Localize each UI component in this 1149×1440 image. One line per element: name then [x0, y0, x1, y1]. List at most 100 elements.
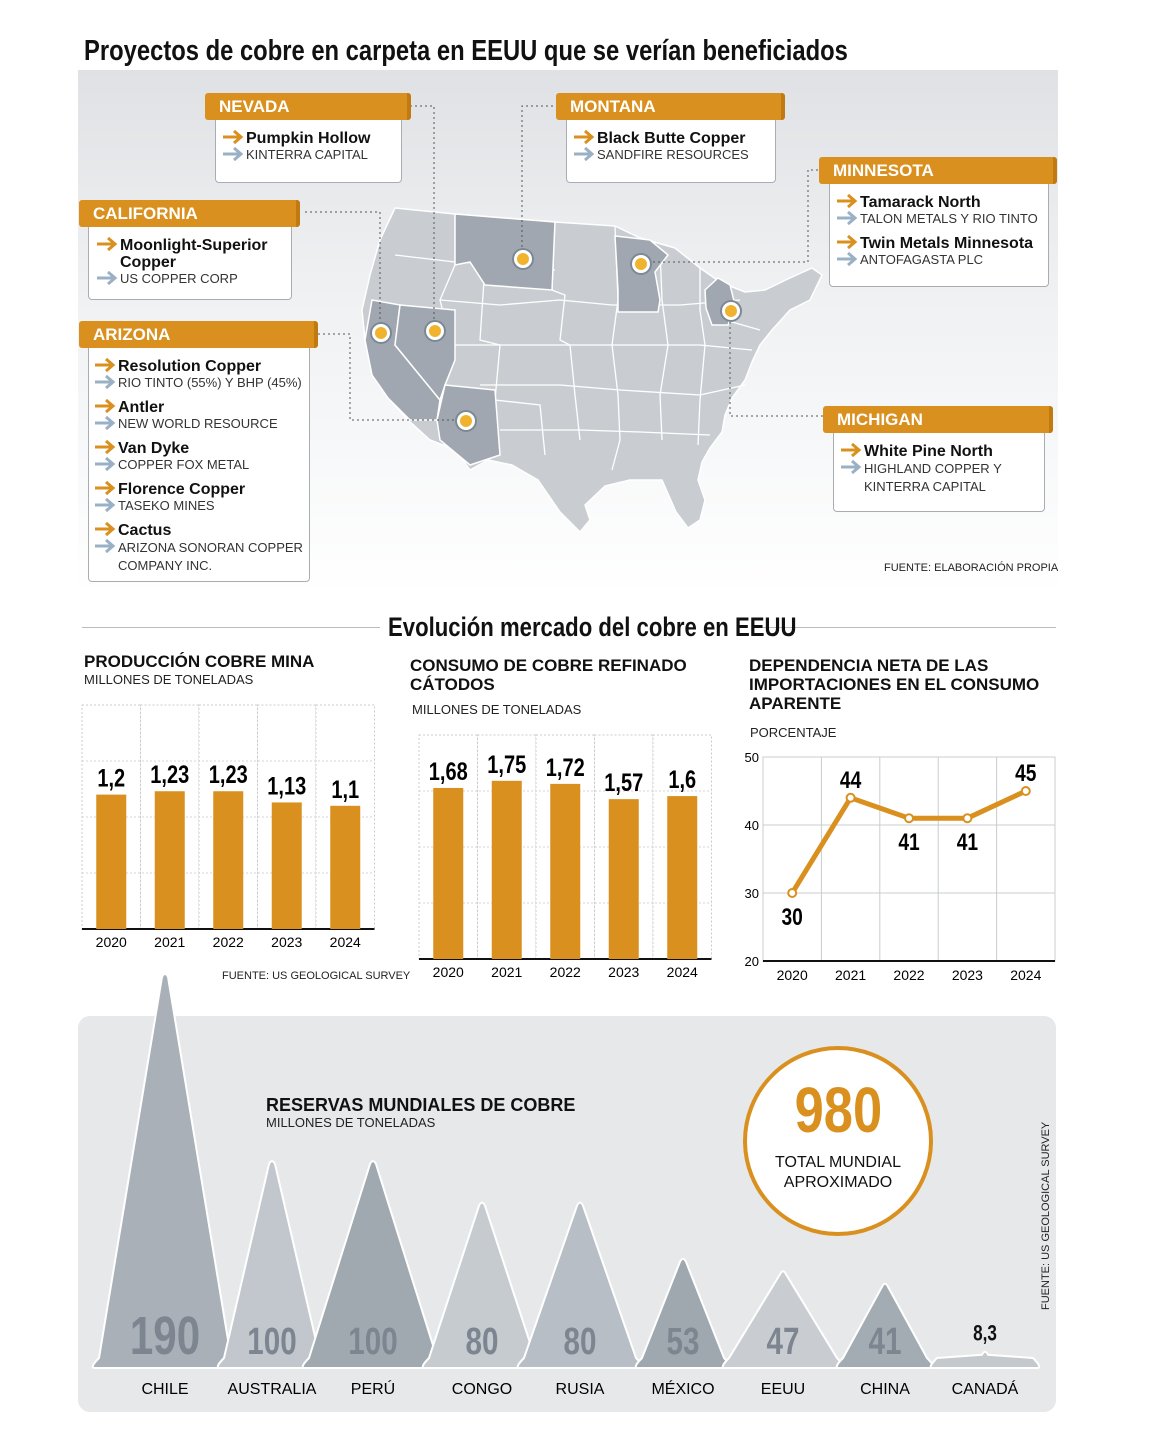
- country-label: PERÚ: [351, 1379, 395, 1398]
- x-tick-label: 2021: [835, 967, 866, 983]
- bar-value-label: 1,1: [331, 776, 359, 804]
- point-value-label: 45: [1015, 759, 1036, 787]
- y-tick-label: 50: [745, 750, 759, 765]
- import-dependency-line-chart: 20 30 40 50 30 2020 44 2021 41 2022 41 2023 45 2024: [745, 750, 1056, 983]
- country-label: EEUU: [761, 1381, 805, 1398]
- chart3-title: DEPENDENCIA NETA DE LAS IMPORTACIONES EN…: [749, 656, 1040, 713]
- country-label: AUSTRALIA: [228, 1381, 317, 1398]
- callout-minnesota: [829, 172, 1049, 287]
- section-rule-left: [82, 627, 380, 628]
- bar: [330, 805, 361, 929]
- data-point: [787, 888, 798, 898]
- x-tick-label: 2023: [608, 964, 639, 980]
- arrow-icon: [841, 460, 862, 474]
- bar: [608, 799, 639, 959]
- project-company: COPPER FOX METAL: [118, 457, 250, 472]
- country-label: CHILE: [141, 1381, 188, 1398]
- project-list-montana: Black Butte Copper SANDFIRE RESOURCES: [573, 130, 749, 163]
- project-company: RIO TINTO (55%) Y BHP (45%): [118, 375, 302, 390]
- chart2-subtitle: MILLONES DE TONELADAS: [412, 702, 582, 717]
- x-tick-label: 2022: [893, 967, 924, 983]
- x-tick-label: 2024: [330, 934, 361, 950]
- project-name: Black Butte Copper: [597, 130, 746, 147]
- project-company: TALON METALS Y RIO TINTO: [860, 211, 1038, 226]
- x-tick-label: 2020: [433, 964, 464, 980]
- x-tick-label: 2023: [271, 934, 302, 950]
- arrow-icon: [837, 252, 858, 266]
- arrow-icon: [574, 147, 595, 161]
- state-tag-nevada: NEVADA: [205, 93, 411, 120]
- total-circle: 980 TOTAL MUNDIAL APROXIMADO: [743, 1046, 933, 1236]
- arrow-icon: [97, 237, 118, 251]
- arrow-icon: [95, 440, 116, 454]
- project-list-california: Moonlight-Superior Copper US COPPER CORP: [96, 237, 280, 287]
- project-company: ANTOFAGASTA PLC: [860, 252, 984, 267]
- project-name: Moonlight-Superior Copper: [120, 237, 268, 271]
- arrow-icon: [95, 539, 116, 553]
- project-company: HIGHLAND COPPER Y KINTERRA CAPITAL: [864, 461, 1002, 494]
- total-label-line1: TOTAL MUNDIAL: [775, 1154, 901, 1171]
- data-point: [845, 792, 856, 803]
- bar: [271, 802, 302, 929]
- reserve-value-label: 41: [869, 1321, 902, 1363]
- map-source: FUENTE: ELABORACIÓN PROPIA: [884, 562, 1059, 574]
- pin-montana[interactable]: [514, 250, 532, 268]
- project-list-michigan: White Pine North HIGHLAND COPPER Y KINTE…: [840, 443, 1034, 496]
- reserve-value-label: 53: [667, 1321, 700, 1363]
- plot-area: [762, 756, 1056, 962]
- state-tag-arizona: ARIZONA: [79, 321, 318, 348]
- reserve-value-label: 80: [466, 1321, 499, 1363]
- pin-nevada[interactable]: [426, 322, 444, 340]
- project-name: White Pine North: [864, 443, 993, 460]
- arrow-icon: [223, 147, 244, 161]
- x-tick-label: 2020: [96, 934, 127, 950]
- project-name: Pumpkin Hollow: [246, 130, 371, 147]
- arrow-icon: [95, 416, 116, 430]
- arrow-icon: [95, 399, 116, 413]
- section-rule-right: [762, 627, 1056, 628]
- callout-michigan: [833, 420, 1045, 512]
- reserve-value-label: 100: [247, 1321, 296, 1363]
- x-tick-label: 2020: [777, 967, 808, 983]
- country-label: CANADÁ: [952, 1379, 1019, 1398]
- pin-arizona[interactable]: [457, 412, 475, 430]
- project-name: Florence Copper: [118, 481, 246, 498]
- x-tick-label: 2021: [491, 964, 522, 980]
- state-minnesota: [614, 235, 670, 313]
- x-tick-label: 2024: [667, 964, 698, 980]
- data-point: [904, 813, 914, 824]
- pin-california[interactable]: [372, 324, 390, 342]
- chart1-title: PRODUCCIÓN COBRE MINA: [84, 652, 315, 671]
- project-company: SANDFIRE RESOURCES: [597, 147, 749, 162]
- bar-value-label: 1,75: [487, 751, 526, 779]
- callout-nevada: [215, 108, 402, 183]
- arrow-icon: [95, 498, 116, 512]
- project-name: Antler: [118, 399, 165, 416]
- arrow-icon: [95, 358, 116, 372]
- pin-minnesota[interactable]: [632, 255, 650, 273]
- project-list-nevada: Pumpkin Hollow KINTERRA CAPITAL: [222, 130, 370, 163]
- bar-value-label: 1,6: [668, 766, 696, 794]
- project-name: Resolution Copper: [118, 358, 262, 375]
- bar-value-label: 1,2: [97, 765, 125, 793]
- reserve-value-label: 8,3: [973, 1322, 997, 1347]
- project-name: Van Dyke: [118, 440, 190, 457]
- total-label-line2: APROXIMADO: [783, 1174, 893, 1191]
- reserve-value-label: 100: [348, 1321, 397, 1363]
- country-label: MÉXICO: [651, 1379, 714, 1398]
- state-montana: [454, 213, 556, 291]
- x-tick-label: 2021: [154, 934, 185, 950]
- point-value-label: 44: [840, 766, 861, 794]
- bar: [550, 783, 581, 959]
- project-company: ARIZONA SONORAN COPPER COMPANY INC.: [118, 540, 303, 573]
- section-title: Evolución mercado del cobre en EEUU: [388, 612, 797, 642]
- reserves-title: RESERVAS MUNDIALES DE COBRE: [266, 1095, 576, 1115]
- project-company: KINTERRA CAPITAL: [246, 147, 368, 162]
- bar-value-label: 1,72: [546, 754, 585, 782]
- pin-michigan[interactable]: [722, 302, 740, 320]
- arrow-icon: [95, 522, 116, 536]
- x-tick-label: 2024: [1010, 967, 1041, 983]
- arrow-icon: [837, 235, 858, 249]
- data-point: [1020, 786, 1031, 796]
- bar-value-label: 1,68: [429, 758, 468, 786]
